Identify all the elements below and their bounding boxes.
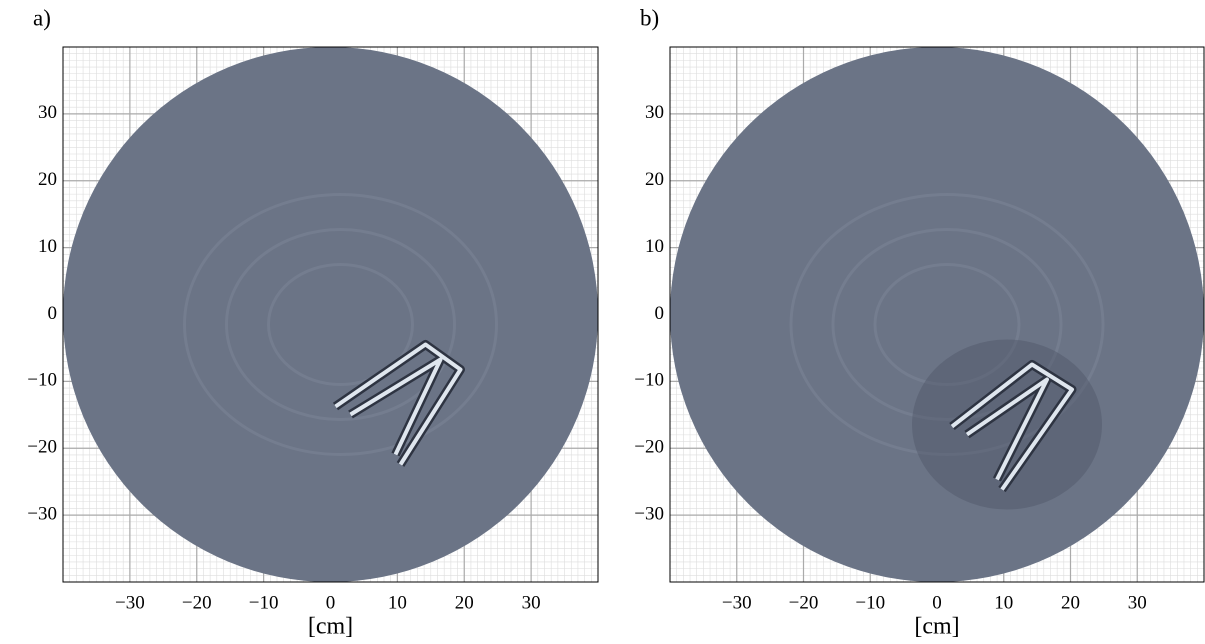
y-tick-label: 10	[38, 236, 57, 257]
panel-a: −30 −20 −10 0 10 20 30 −30 −20 −10 0 10 20 30 a) [cm]	[27, 5, 599, 640]
y-tick-label: 30	[645, 102, 664, 123]
axes-frame	[62, 46, 599, 583]
x-tick-label: 10	[388, 592, 407, 613]
x-tick-label: 0	[932, 592, 942, 613]
axes-frame	[669, 46, 1205, 583]
x-axis-label: [cm]	[914, 614, 959, 640]
y-tick-label: −30	[634, 503, 664, 524]
y-tick-label: −10	[634, 370, 664, 391]
x-tick-label: 20	[1061, 592, 1080, 613]
x-tick-label: −20	[789, 592, 819, 613]
y-tick-label: 20	[38, 169, 57, 190]
x-tick-label: 30	[522, 592, 541, 613]
panel-label: b)	[640, 5, 659, 30]
x-tick-label: −10	[855, 592, 885, 613]
y-tick-label: 10	[645, 236, 664, 257]
x-axis-label: [cm]	[308, 614, 353, 640]
ripple	[267, 263, 414, 386]
y-tick-label: −20	[634, 437, 664, 458]
x-tick-label: −30	[115, 592, 145, 613]
panel-label: a)	[33, 5, 51, 30]
image-disc	[63, 47, 598, 582]
panel-b: −30 −20 −10 0 10 20 30 −30 −20 −10 0 10 20 30 b) [cm]	[634, 5, 1205, 640]
x-tick-label: 10	[994, 592, 1013, 613]
ripple	[831, 228, 1063, 421]
x-tick-label: −10	[249, 592, 279, 613]
x-tick-label: −20	[182, 592, 212, 613]
ripple	[873, 263, 1021, 386]
ripple	[789, 193, 1105, 456]
y-tick-label: 20	[645, 169, 664, 190]
ripple	[183, 193, 498, 456]
y-tick-label: 0	[655, 303, 665, 324]
y-tick-label: −30	[27, 503, 57, 524]
image-disc	[670, 47, 1204, 582]
x-tick-label: 0	[326, 592, 336, 613]
y-tick-label: −20	[27, 437, 57, 458]
x-tick-label: 20	[455, 592, 474, 613]
y-tick-label: 0	[48, 303, 58, 324]
ripple	[225, 228, 456, 421]
x-tick-label: 30	[1128, 592, 1147, 613]
y-tick-label: −10	[27, 370, 57, 391]
x-tick-label: −30	[722, 592, 752, 613]
y-tick-label: 30	[38, 102, 57, 123]
object	[334, 342, 463, 466]
object	[950, 362, 1074, 491]
